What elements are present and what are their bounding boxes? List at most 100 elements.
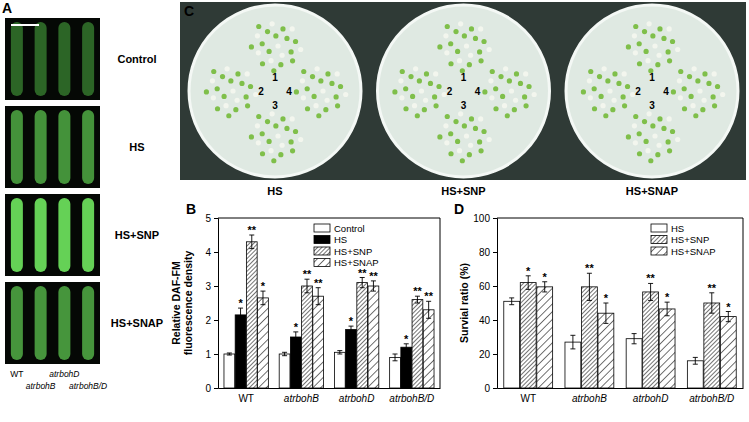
y-tick: 20 — [479, 349, 497, 360]
x-tick-label: atrbohB/D — [389, 393, 434, 404]
seedling — [323, 107, 328, 112]
seedling — [488, 78, 493, 83]
y-tick-label: 2 — [205, 315, 211, 326]
seedling — [678, 69, 683, 74]
legend-label: HS — [671, 223, 684, 234]
seedling — [502, 103, 507, 108]
bar — [313, 296, 324, 388]
x-tick: atrbohD — [633, 393, 669, 404]
seedling — [211, 69, 216, 74]
error-bar — [587, 273, 592, 300]
legend-label: Control — [334, 223, 365, 234]
seedling — [493, 106, 498, 111]
seedling — [633, 140, 638, 145]
significance: * — [526, 265, 531, 277]
bar — [235, 315, 246, 388]
significance: ** — [358, 267, 367, 279]
seedling — [652, 43, 657, 48]
seedling — [280, 116, 285, 121]
plot-frame — [218, 218, 440, 219]
seedling — [290, 26, 295, 31]
seedling — [268, 58, 273, 63]
seedling — [225, 66, 230, 71]
seedling — [399, 95, 404, 100]
x-tick: WT — [520, 393, 536, 404]
seedling — [432, 94, 437, 99]
bar — [401, 347, 412, 388]
seedling — [301, 95, 306, 100]
seedling — [526, 84, 531, 89]
position-label: 3 — [461, 100, 467, 111]
y-tick-label: 0 — [484, 383, 490, 394]
significance: * — [665, 291, 670, 303]
seedling — [612, 71, 617, 76]
seedling — [677, 78, 682, 83]
legend-label: HS+SNP — [334, 246, 372, 257]
seedling — [478, 58, 483, 63]
seedling — [260, 41, 265, 46]
seedling — [464, 43, 469, 48]
seedling — [408, 74, 413, 79]
seedling — [622, 103, 627, 108]
bar — [368, 286, 379, 388]
error-bar — [426, 301, 431, 318]
seedling — [603, 113, 608, 118]
error-bar — [648, 283, 653, 300]
seedling — [455, 139, 460, 144]
seedling — [671, 89, 676, 94]
seedling — [289, 139, 294, 144]
x-tick: WT — [238, 393, 254, 404]
seedling — [211, 95, 216, 100]
seedling — [444, 50, 449, 55]
y-tick-label: 80 — [479, 247, 491, 258]
seedling — [437, 134, 442, 139]
seedling — [621, 94, 626, 99]
seedling — [316, 113, 321, 118]
position-label: 4 — [663, 86, 669, 97]
seedling — [433, 103, 438, 108]
hypocotyl — [35, 110, 47, 184]
seedling — [667, 116, 672, 121]
seedling — [305, 106, 310, 111]
seedling — [523, 103, 528, 108]
x-tick: atrbohB/D — [689, 393, 734, 404]
seedling — [448, 151, 453, 156]
position-label: 1 — [461, 72, 467, 83]
seedling — [642, 119, 647, 124]
seedling — [715, 84, 720, 89]
seedling — [265, 29, 270, 34]
y-tick: 4 — [205, 247, 218, 258]
hypocotyl — [35, 22, 47, 96]
seedling — [667, 148, 672, 153]
seedling — [481, 129, 486, 134]
seedling — [700, 107, 705, 112]
seedling — [310, 74, 315, 79]
seedling — [661, 36, 666, 41]
x-tick-label: atrbohD — [633, 393, 669, 404]
legend-swatch — [314, 224, 330, 232]
seedling — [256, 114, 261, 119]
seedling — [507, 78, 512, 83]
position-label: 1 — [272, 72, 278, 83]
error-bar — [404, 344, 409, 351]
seedling — [318, 78, 323, 83]
seedling — [271, 158, 276, 163]
bar — [626, 339, 642, 388]
plot-frame — [440, 218, 441, 388]
seedling — [312, 94, 317, 99]
seedling — [298, 137, 303, 142]
hypocotyl — [58, 286, 70, 360]
legend-swatch — [651, 224, 667, 232]
seedling — [637, 41, 642, 46]
seedling — [514, 71, 519, 76]
seedling — [670, 129, 675, 134]
position-label: 2 — [447, 86, 453, 97]
seedling — [633, 24, 638, 29]
y-tick: 2 — [205, 315, 218, 326]
seedling — [464, 133, 469, 138]
genotype-label: atrbohB — [26, 381, 56, 391]
error-bar — [415, 296, 420, 303]
error-bar — [260, 291, 265, 305]
hypocotyl — [82, 110, 94, 184]
seedling — [445, 114, 450, 119]
